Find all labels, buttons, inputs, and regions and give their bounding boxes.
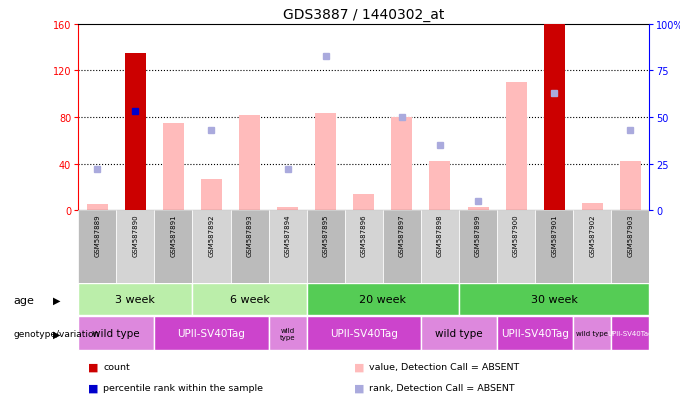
Bar: [154, 211, 192, 283]
Text: GSM587903: GSM587903: [628, 214, 633, 257]
Text: wild type: wild type: [577, 330, 608, 337]
Bar: [78, 284, 192, 315]
Text: genotype/variation: genotype/variation: [14, 330, 100, 339]
Bar: [201, 179, 222, 211]
Bar: [497, 211, 535, 283]
Bar: [544, 207, 564, 211]
Text: GSM587899: GSM587899: [475, 214, 481, 257]
Text: GSM587892: GSM587892: [209, 214, 214, 256]
Bar: [316, 114, 336, 211]
Bar: [611, 317, 649, 350]
Bar: [116, 211, 154, 283]
Text: 20 week: 20 week: [359, 294, 407, 304]
Bar: [611, 211, 649, 283]
Text: 3 week: 3 week: [116, 294, 155, 304]
Text: GSM587897: GSM587897: [399, 214, 405, 257]
Bar: [192, 211, 231, 283]
Bar: [269, 211, 307, 283]
Text: GSM587893: GSM587893: [247, 214, 252, 257]
Text: count: count: [103, 362, 130, 371]
Bar: [345, 211, 383, 283]
Bar: [459, 211, 497, 283]
Bar: [535, 211, 573, 283]
Bar: [582, 204, 602, 211]
Text: age: age: [14, 295, 35, 305]
Bar: [573, 211, 611, 283]
Bar: [506, 83, 526, 211]
Bar: [497, 317, 573, 350]
Text: GSM587890: GSM587890: [133, 214, 138, 257]
Text: ■: ■: [88, 362, 99, 372]
Bar: [392, 118, 412, 211]
Text: GSM587900: GSM587900: [513, 214, 519, 257]
Text: ■: ■: [88, 382, 99, 392]
Bar: [78, 317, 154, 350]
Text: UPII-SV40Tag: UPII-SV40Tag: [608, 330, 653, 337]
Text: GSM587894: GSM587894: [285, 214, 290, 256]
Text: percentile rank within the sample: percentile rank within the sample: [103, 383, 263, 392]
Bar: [430, 162, 450, 211]
Bar: [468, 207, 488, 211]
Bar: [192, 284, 307, 315]
Text: UPII-SV40Tag: UPII-SV40Tag: [177, 328, 245, 339]
Text: ▶: ▶: [53, 329, 61, 339]
Text: GSM587896: GSM587896: [361, 214, 367, 257]
Bar: [383, 211, 421, 283]
Bar: [354, 195, 374, 211]
Text: wild type: wild type: [435, 328, 483, 339]
Text: ■: ■: [354, 362, 364, 372]
Text: GSM587889: GSM587889: [95, 214, 100, 257]
Text: GSM587898: GSM587898: [437, 214, 443, 257]
Bar: [239, 115, 260, 211]
Text: UPII-SV40Tag: UPII-SV40Tag: [501, 328, 569, 339]
Text: UPII-SV40Tag: UPII-SV40Tag: [330, 328, 398, 339]
Bar: [269, 317, 307, 350]
Text: 30 week: 30 week: [531, 294, 577, 304]
Text: rank, Detection Call = ABSENT: rank, Detection Call = ABSENT: [369, 383, 514, 392]
Bar: [277, 207, 298, 211]
Text: GSM587902: GSM587902: [590, 214, 595, 256]
Bar: [154, 317, 269, 350]
Text: GSM587891: GSM587891: [171, 214, 176, 257]
Bar: [78, 211, 116, 283]
Bar: [573, 317, 611, 350]
Bar: [459, 284, 649, 315]
Bar: [307, 284, 459, 315]
Bar: [87, 205, 107, 211]
Text: ■: ■: [354, 382, 364, 392]
Bar: [307, 317, 421, 350]
Bar: [620, 162, 641, 211]
Bar: [125, 54, 146, 211]
Text: ▶: ▶: [53, 295, 61, 305]
Bar: [421, 211, 459, 283]
Bar: [125, 208, 146, 211]
Bar: [307, 211, 345, 283]
Text: GSM587901: GSM587901: [551, 214, 557, 257]
Text: value, Detection Call = ABSENT: value, Detection Call = ABSENT: [369, 362, 519, 371]
Text: 6 week: 6 week: [230, 294, 269, 304]
Bar: [544, 25, 564, 211]
Text: wild
type: wild type: [280, 327, 295, 340]
Text: wild type: wild type: [92, 328, 140, 339]
Bar: [231, 211, 269, 283]
Title: GDS3887 / 1440302_at: GDS3887 / 1440302_at: [283, 8, 445, 22]
Text: GSM587895: GSM587895: [323, 214, 328, 256]
Bar: [163, 123, 184, 211]
Bar: [421, 317, 497, 350]
